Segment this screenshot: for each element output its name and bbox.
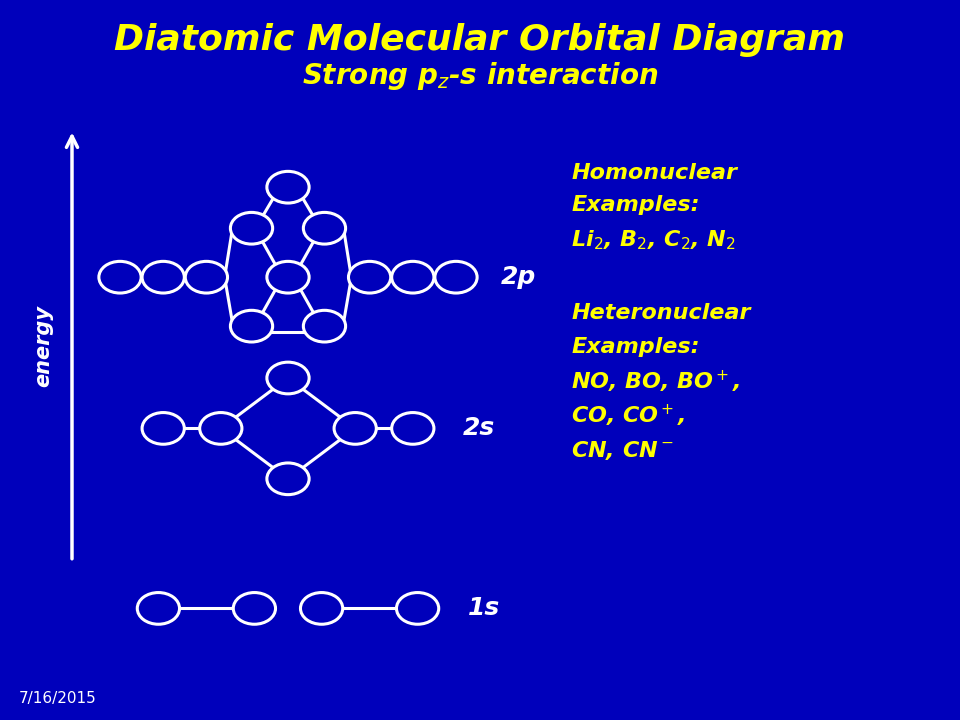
Text: 7/16/2015: 7/16/2015 [19,691,97,706]
Text: Strong p$_z$-s interaction: Strong p$_z$-s interaction [301,60,659,91]
Circle shape [142,413,184,444]
Text: Li$_2$, B$_2$, C$_2$, N$_2$: Li$_2$, B$_2$, C$_2$, N$_2$ [571,228,736,251]
Circle shape [303,212,346,244]
Text: 2p: 2p [501,265,537,289]
Text: energy: energy [34,305,53,387]
Text: Heteronuclear: Heteronuclear [571,303,751,323]
Circle shape [267,261,309,293]
Text: CO, CO$^+$,: CO, CO$^+$, [571,403,685,429]
Text: Diatomic Molecular Orbital Diagram: Diatomic Molecular Orbital Diagram [114,22,846,57]
Circle shape [267,171,309,203]
Text: Examples:: Examples: [571,337,700,357]
Circle shape [142,261,184,293]
Circle shape [99,261,141,293]
Circle shape [185,261,228,293]
Circle shape [267,362,309,394]
Circle shape [334,413,376,444]
Text: 2s: 2s [463,416,495,441]
Circle shape [300,593,343,624]
Text: NO, BO, BO$^+$,: NO, BO, BO$^+$, [571,369,740,395]
Text: Homonuclear: Homonuclear [571,163,737,183]
Circle shape [230,310,273,342]
Text: CN, CN$^-$: CN, CN$^-$ [571,439,674,462]
Circle shape [267,463,309,495]
Circle shape [348,261,391,293]
Circle shape [435,261,477,293]
Circle shape [303,310,346,342]
Circle shape [396,593,439,624]
Text: 1s: 1s [468,596,500,621]
Text: Examples:: Examples: [571,195,700,215]
Circle shape [233,593,276,624]
Circle shape [137,593,180,624]
Circle shape [392,413,434,444]
Circle shape [200,413,242,444]
Circle shape [230,212,273,244]
Circle shape [392,261,434,293]
